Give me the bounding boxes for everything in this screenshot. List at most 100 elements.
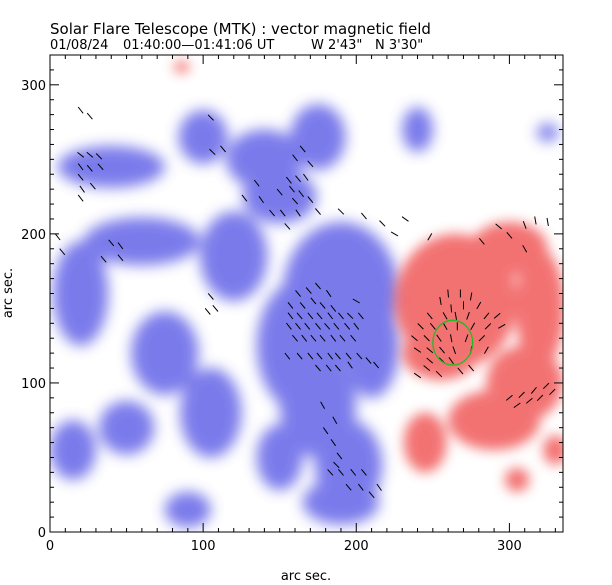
field-vector — [439, 296, 442, 305]
subtitle-latitude: N 3'30" — [375, 38, 423, 53]
field-vector — [289, 185, 295, 193]
x-axis-label: arc sec. — [281, 569, 331, 584]
field-vector — [298, 190, 304, 198]
negative-polarity-region — [242, 169, 317, 224]
field-vector — [253, 179, 260, 187]
negative-polarity-region — [131, 311, 199, 395]
field-vector — [292, 154, 298, 162]
field-vector — [269, 209, 275, 217]
field-vector — [302, 173, 309, 181]
field-vector — [295, 290, 301, 297]
field-vector — [304, 322, 311, 330]
field-vector — [54, 233, 61, 241]
field-vector — [376, 483, 382, 491]
field-vector — [284, 352, 291, 360]
field-vector — [307, 312, 314, 320]
field-vector — [506, 231, 513, 239]
field-vector — [350, 468, 357, 476]
field-vector — [322, 427, 329, 435]
field-vector — [530, 386, 537, 394]
field-vector — [79, 185, 85, 193]
field-vector — [549, 388, 556, 396]
field-vector — [447, 289, 449, 298]
field-vector — [207, 114, 214, 121]
field-vector — [464, 334, 469, 343]
field-vector — [307, 196, 314, 204]
field-vector — [361, 468, 367, 476]
field-vector — [330, 304, 337, 312]
negative-polarity-region — [302, 479, 380, 525]
field-vector — [345, 483, 352, 491]
field-vector — [505, 394, 513, 401]
field-vector — [439, 346, 445, 354]
field-vector — [522, 245, 528, 253]
field-vector — [287, 312, 294, 320]
field-vector — [525, 397, 533, 404]
x-tick-label: 300 — [497, 539, 522, 554]
negative-polarity-region — [53, 241, 109, 346]
field-vector — [542, 382, 550, 390]
field-vector — [401, 216, 409, 222]
field-vector — [426, 357, 434, 364]
negative-polarity-region — [256, 424, 303, 491]
field-vector — [117, 242, 124, 250]
field-vector — [483, 346, 489, 354]
field-vector — [442, 312, 448, 320]
negative-polarity-region — [344, 293, 400, 398]
field-vector — [337, 208, 345, 215]
field-vector — [336, 452, 343, 460]
field-vector — [413, 372, 422, 379]
negative-polarity-region — [57, 145, 165, 188]
field-vector — [450, 334, 453, 343]
field-vector — [315, 322, 321, 330]
field-vector — [513, 402, 521, 409]
positive-polarity-layer — [174, 60, 563, 492]
field-vector — [316, 312, 323, 320]
field-vector — [327, 352, 334, 360]
axes-layer: 0 100 200 300 0 100 200 300 — [21, 54, 563, 554]
field-vector — [292, 334, 298, 342]
field-vector — [413, 347, 422, 353]
field-vector — [325, 289, 332, 298]
field-vector — [307, 352, 314, 360]
field-vector — [284, 223, 291, 230]
field-vector — [448, 357, 454, 365]
field-vector — [338, 312, 344, 320]
field-vector — [258, 196, 265, 204]
field-vector — [315, 364, 321, 372]
field-vector — [108, 239, 115, 247]
field-vector — [286, 176, 292, 184]
field-vector — [345, 352, 352, 360]
green-contour — [432, 319, 474, 366]
field-vector — [352, 298, 360, 304]
chart-title: Solar Flare Telescope (MTK) : vector mag… — [50, 20, 431, 38]
field-vector — [478, 335, 486, 342]
field-vector — [77, 106, 84, 114]
field-vector — [77, 152, 85, 158]
field-vector — [333, 461, 340, 469]
negative-polarity-region — [50, 420, 96, 480]
field-vector — [299, 302, 306, 309]
field-vector — [295, 209, 301, 217]
field-vector — [379, 220, 386, 227]
field-vector — [324, 322, 331, 330]
contour-layer — [432, 319, 474, 366]
field-vector — [347, 361, 353, 369]
negative-polarity-region — [402, 107, 433, 152]
field-vector — [436, 334, 442, 342]
field-vector — [357, 312, 364, 320]
positive-polarity-region — [402, 326, 479, 380]
field-vector — [350, 334, 357, 342]
field-vector — [536, 394, 544, 402]
field-vector — [454, 311, 457, 320]
field-vector — [534, 216, 537, 225]
negative-polarity-region — [536, 123, 559, 142]
field-vector — [546, 217, 549, 226]
field-vector — [296, 312, 303, 320]
field-vector — [204, 307, 211, 315]
field-vector — [346, 312, 354, 320]
field-vector — [77, 173, 84, 181]
negative-polarity-region — [99, 400, 155, 455]
field-vector — [327, 312, 334, 320]
